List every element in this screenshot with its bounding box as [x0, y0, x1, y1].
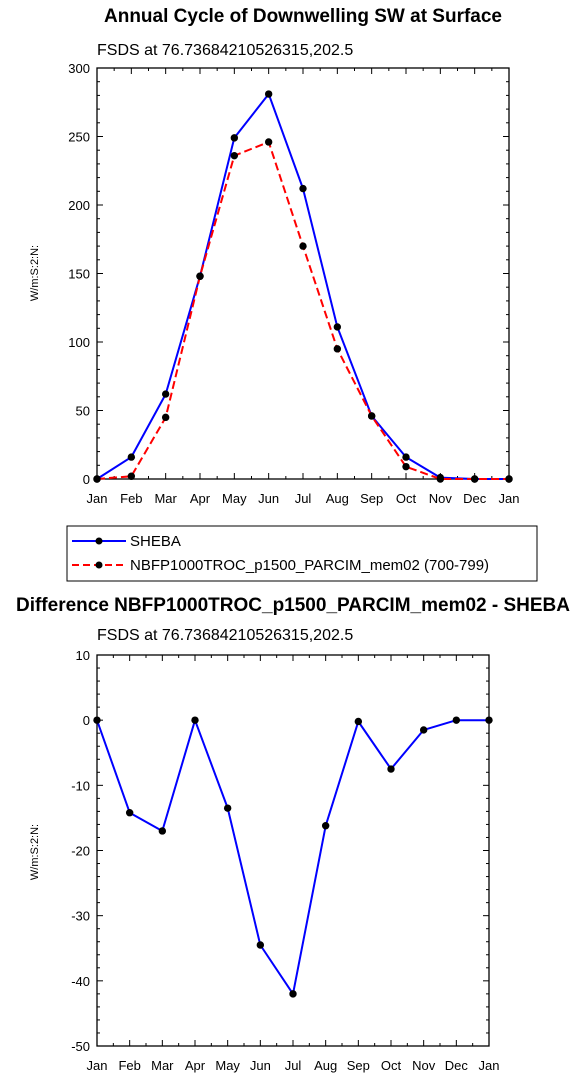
chart2-series-1-point [419, 726, 428, 734]
chart2-xtick-label: Feb [118, 1058, 140, 1073]
chart2-xtick-label: Aug [314, 1058, 337, 1073]
legend-marker-model [95, 561, 103, 569]
chart1-series-2-point [161, 413, 170, 422]
legend-label-sheba: SHEBA [130, 533, 181, 550]
legend-marker-sheba [95, 537, 103, 545]
chart2-xtick-label: Jan [479, 1058, 500, 1073]
chart2-series-1-point [485, 716, 493, 724]
chart2-ytick-label: -40 [71, 974, 90, 989]
chart1-ytick-label: 0 [83, 472, 90, 487]
chart2-series-1-point [387, 765, 395, 773]
chart1-series-2-point [299, 242, 307, 250]
chart2-xtick-label: Mar [151, 1058, 174, 1073]
chart2-subtitle: FSDS at 76.73684210526315,202.5 [97, 627, 353, 644]
chart1-xtick-label: May [222, 491, 247, 506]
chart1-ytick-label: 200 [68, 198, 90, 213]
chart1-subtitle: FSDS at 76.73684210526315,202.5 [97, 42, 353, 59]
legend: SHEBA NBFP1000TROC_p1500_PARCIM_mem02 (7… [66, 525, 538, 582]
chart2-series-1-point [191, 716, 199, 724]
chart2-series-1-point [321, 822, 330, 830]
chart1-title: Annual Cycle of Downwelling SW at Surfac… [104, 6, 502, 27]
chart1-ytick-label: 100 [68, 335, 90, 350]
chart1-xtick-label: Dec [463, 491, 487, 506]
chart1-series-1-point [230, 134, 239, 142]
chart1-series-2-point [230, 151, 239, 160]
chart1-series-2-point [470, 475, 479, 483]
chart2-xtick-label: Jun [250, 1058, 271, 1073]
chart1-series-2-point [367, 412, 376, 420]
chart1-series-1-line [96, 93, 509, 480]
chart2-xtick-label: Nov [412, 1058, 436, 1073]
chart2-series-1-point [354, 717, 363, 726]
chart2-series-1-point [125, 809, 134, 817]
chart1-series-1-point [333, 323, 342, 331]
chart1-xtick-label: Mar [154, 491, 177, 506]
chart1-xtick-label: Sep [360, 491, 383, 506]
chart2-series-1-point [452, 716, 461, 724]
chart1-xtick-label: Jul [295, 491, 312, 506]
chart1-xtick-label: Jun [258, 491, 279, 506]
chart2-series-1-point [289, 990, 297, 998]
chart2-series-1-point [256, 941, 265, 949]
chart1-series-2-point [402, 462, 410, 471]
chart2-ylabel: W/m:S:2:N: [29, 824, 41, 880]
chart1-xtick-label: Oct [396, 491, 417, 506]
chart1-xtick-label: Jan [87, 491, 108, 506]
chart1-plot-frame [96, 67, 510, 480]
chart2-xtick-label: Jul [285, 1058, 302, 1073]
chart1-series-2-point [333, 345, 342, 353]
chart1-ytick-label: 150 [68, 267, 90, 282]
chart2-title: Difference NBFP1000TROC_p1500_PARCIM_mem… [16, 595, 570, 616]
chart1-series-2-point [196, 272, 204, 280]
chart2-series-1-line [96, 719, 489, 995]
legend-box [66, 525, 538, 582]
chart1-series-2-point [127, 472, 136, 480]
legend-label-model: NBFP1000TROC_p1500_PARCIM_mem02 (700-799… [130, 557, 489, 574]
chart2-xtick-label: Jan [87, 1058, 108, 1073]
chart2-xtick-label: Oct [381, 1058, 402, 1073]
chart2-xtick-label: Sep [347, 1058, 370, 1073]
chart1-xtick-label: Feb [120, 491, 142, 506]
chart1-series-1-point [161, 390, 170, 398]
chart1-series-2-point [264, 138, 273, 146]
chart1-series-1-point [264, 90, 273, 98]
chart2-ytick-label: -30 [71, 909, 90, 924]
chart2-ytick-label: -10 [71, 778, 90, 793]
chart1-xtick-label: Apr [190, 491, 211, 506]
chart1-series-2-point [93, 475, 101, 483]
chart2-ytick-label: -20 [71, 844, 90, 859]
chart1-series-2-point [436, 475, 445, 483]
chart2-ytick-label: -50 [71, 1039, 90, 1054]
chart2-series-1-point [158, 827, 167, 835]
chart1-ytick-label: 300 [68, 61, 90, 76]
chart2-series-1-point [223, 804, 232, 812]
chart2-plot-frame [96, 654, 490, 1047]
chart1-series-1-point [127, 453, 136, 461]
chart1-series-2-point [505, 475, 513, 483]
chart1-ylabel: W/m:S:2:N: [29, 245, 41, 301]
chart1-xtick-label: Aug [326, 491, 349, 506]
chart2-xtick-label: May [215, 1058, 240, 1073]
chart2-xtick-label: Apr [185, 1058, 206, 1073]
chart1-xtick-label: Jan [499, 491, 520, 506]
plots-layer: Jan Feb Mar Apr May Jun Jul Aug Sep Oct Nov Dec Jan 0… [68, 61, 519, 1073]
chart1-ytick-label: 50 [76, 404, 90, 419]
chart2-ytick-label: 10 [76, 648, 90, 663]
chart1-series-1-point [299, 184, 307, 193]
chart1-ytick-label: 250 [68, 130, 90, 145]
chart1-xtick-label: Nov [429, 491, 453, 506]
chart1-series-1-point [402, 453, 410, 461]
chart2-ytick-label: 0 [83, 713, 90, 728]
chart2-xtick-label: Dec [445, 1058, 469, 1073]
chart2-series-1-point [93, 716, 101, 724]
